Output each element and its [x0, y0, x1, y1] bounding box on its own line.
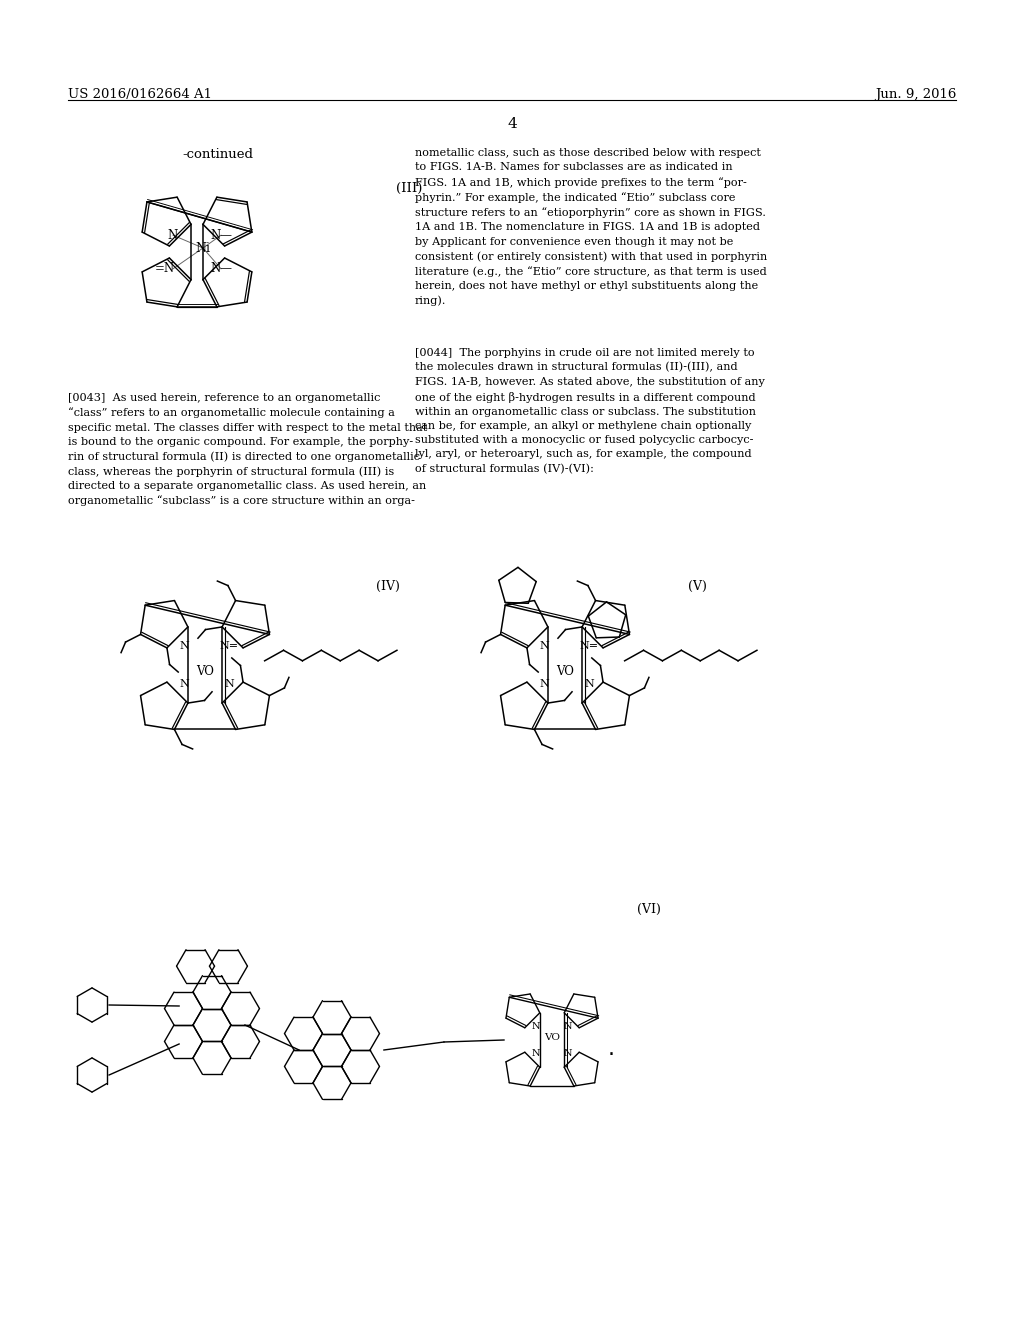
- Text: N: N: [168, 228, 178, 242]
- Text: 4: 4: [507, 117, 517, 131]
- Text: N: N: [531, 1049, 541, 1059]
- Text: (IV): (IV): [376, 579, 400, 593]
- Text: (III): (III): [396, 182, 422, 195]
- Text: nometallic class, such as those described below with respect
to FIGS. 1A-B. Name: nometallic class, such as those describe…: [415, 148, 767, 306]
- Text: (V): (V): [688, 579, 707, 593]
- Text: VO: VO: [544, 1034, 560, 1043]
- Text: N=: N=: [580, 642, 599, 651]
- Text: N=: N=: [219, 642, 239, 651]
- Text: [0044]  The porphyins in crude oil are not limited merely to
the molecules drawn: [0044] The porphyins in crude oil are no…: [415, 348, 765, 474]
- Text: =N: =N: [155, 263, 175, 276]
- Text: N: N: [179, 642, 188, 651]
- Text: N: N: [539, 678, 549, 689]
- Text: [0043]  As used herein, reference to an organometallic
“class” refers to an orga: [0043] As used herein, reference to an o…: [68, 393, 427, 506]
- Text: (VI): (VI): [637, 903, 660, 916]
- Text: VO: VO: [196, 665, 214, 677]
- Text: N: N: [539, 642, 549, 651]
- Text: N: N: [531, 1022, 541, 1031]
- Text: N: N: [179, 678, 188, 689]
- Text: Jun. 9, 2016: Jun. 9, 2016: [874, 88, 956, 102]
- Text: N: N: [585, 678, 594, 689]
- Text: N—: N—: [210, 228, 232, 242]
- Text: US 2016/0162664 A1: US 2016/0162664 A1: [68, 88, 212, 102]
- Text: VO: VO: [556, 665, 573, 677]
- Text: N—: N—: [210, 263, 232, 276]
- Text: -continued: -continued: [182, 148, 254, 161]
- Text: .: .: [608, 1039, 615, 1059]
- Text: Ni: Ni: [196, 242, 211, 255]
- Text: N: N: [224, 678, 234, 689]
- Text: N: N: [564, 1022, 572, 1031]
- Text: N: N: [564, 1049, 572, 1059]
